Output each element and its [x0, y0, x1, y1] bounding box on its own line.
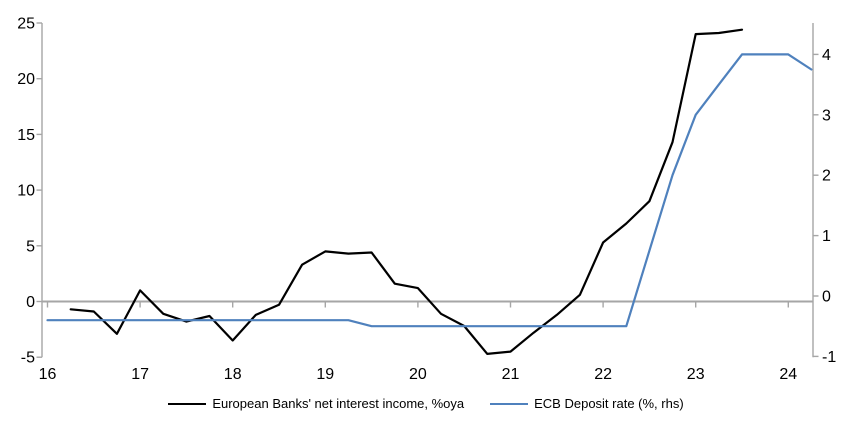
svg-text:4: 4: [822, 47, 831, 64]
svg-text:2: 2: [822, 168, 831, 185]
y-axis-right: 4 3 2 1 0 -1: [812, 23, 836, 366]
ecb-deposit-rate-legend-label: ECB Deposit rate (%, rhs): [534, 396, 684, 411]
svg-text:0: 0: [26, 294, 35, 311]
y-axis-left: 25 20 15 10 5 0 -5: [17, 16, 43, 367]
svg-text:5: 5: [26, 238, 35, 255]
svg-text:20: 20: [17, 71, 35, 88]
svg-text:-1: -1: [822, 349, 836, 366]
svg-text:10: 10: [17, 183, 35, 200]
svg-text:21: 21: [502, 366, 520, 383]
svg-text:18: 18: [224, 366, 242, 383]
svg-text:15: 15: [17, 127, 35, 144]
svg-text:16: 16: [39, 366, 57, 383]
svg-text:25: 25: [17, 16, 35, 33]
net-interest-income-line-swatch: [168, 402, 207, 406]
svg-text:19: 19: [316, 366, 334, 383]
svg-text:-5: -5: [21, 350, 35, 367]
svg-text:1: 1: [822, 228, 831, 245]
svg-text:24: 24: [779, 366, 797, 383]
legend-item-net-interest-income: European Banks' net interest income, %oy…: [168, 396, 464, 412]
x-axis: 16 17 18 19 20 21 22 23 24: [39, 301, 797, 383]
svg-text:20: 20: [409, 366, 427, 383]
legend: European Banks' net interest income, %oy…: [0, 396, 852, 412]
svg-text:0: 0: [822, 289, 831, 306]
svg-text:3: 3: [822, 107, 831, 124]
net-interest-income-legend-label: European Banks' net interest income, %oy…: [212, 396, 465, 411]
svg-text:23: 23: [687, 366, 705, 383]
svg-text:17: 17: [131, 366, 149, 383]
legend-item-ecb-deposit-rate: ECB Deposit rate (%, rhs): [490, 396, 684, 412]
ecb-deposit-rate-line-swatch: [490, 402, 529, 406]
svg-text:22: 22: [594, 366, 612, 383]
series-ecb-deposit-rate-line: [46, 53, 813, 328]
series-net-interest-income-line: [69, 28, 744, 355]
